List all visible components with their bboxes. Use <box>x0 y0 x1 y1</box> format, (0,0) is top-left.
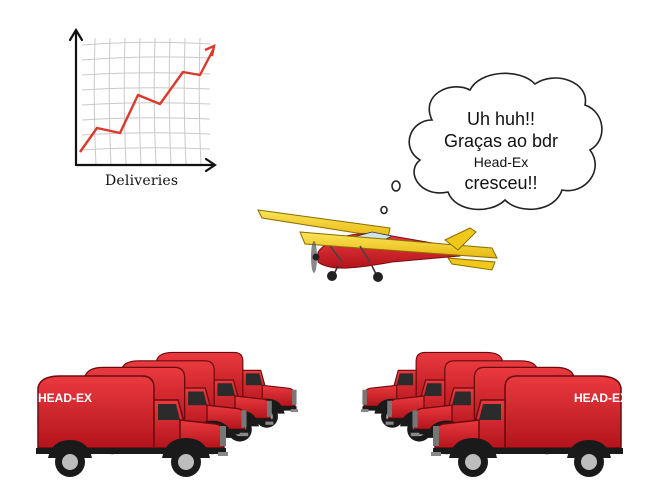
bubble-line-1: Uh huh!! <box>466 109 536 129</box>
bubble-line-4: cresceu!! <box>464 173 538 193</box>
trend-arrowhead <box>204 43 216 57</box>
chart-grid <box>81 37 211 166</box>
truck-left-brand-label: HEAD-EX <box>38 391 92 405</box>
bubble-line-2: Graças ao bdr <box>443 131 559 151</box>
airplane <box>257 209 498 282</box>
truck-right-brand-label: HEAD-EX <box>574 391 628 405</box>
trend-line <box>79 49 215 153</box>
chart-axes <box>68 27 217 173</box>
thought-bubble-text: Uh huh!! Graças ao bdr Head-Ex cresceu!! <box>421 108 581 194</box>
bubble-line-3: Head-Ex <box>473 154 529 170</box>
thought-bubble <box>380 72 603 215</box>
truck-fleet-left <box>35 351 299 478</box>
truck-fleet-right <box>360 351 624 478</box>
growth-chart <box>68 27 217 173</box>
chart-x-axis-label: Deliveries <box>105 173 179 189</box>
